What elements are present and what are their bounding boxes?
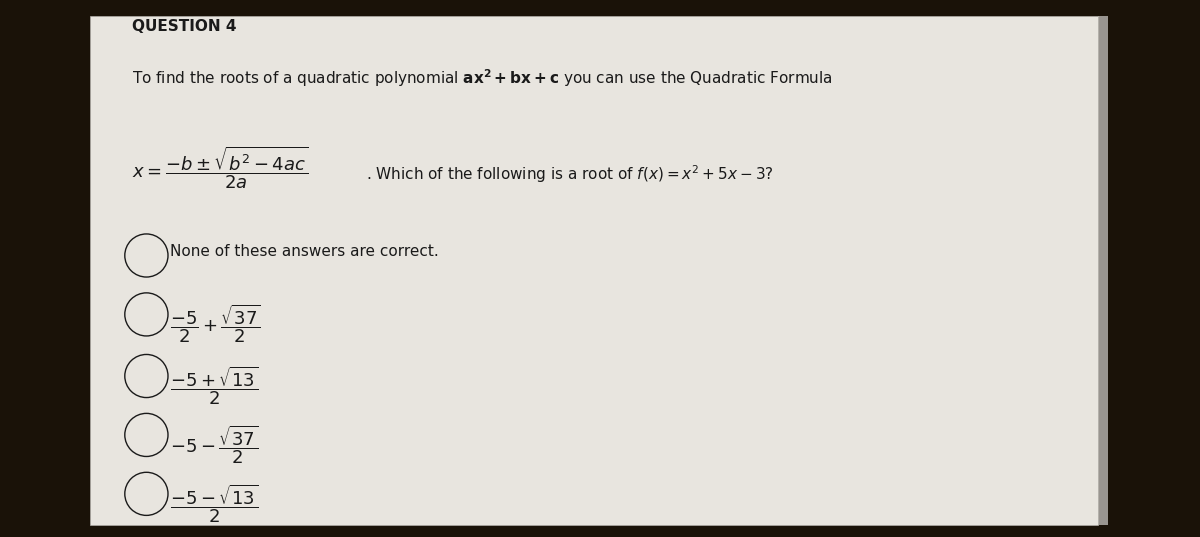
FancyBboxPatch shape [90,16,1098,525]
Text: To find the roots of a quadratic polynomial $\mathbf{ax^2 + bx + c}$ you can use: To find the roots of a quadratic polynom… [132,67,833,89]
Text: $\dfrac{-5 + \sqrt{13}}{2}$: $\dfrac{-5 + \sqrt{13}}{2}$ [170,364,259,407]
Text: None of these answers are correct.: None of these answers are correct. [170,244,439,259]
Text: $-5 - \dfrac{\sqrt{37}}{2}$: $-5 - \dfrac{\sqrt{37}}{2}$ [170,423,259,466]
Text: . Which of the following is a root of $f(x) = x^2 + 5x - 3$?: . Which of the following is a root of $f… [366,163,774,185]
Text: $\dfrac{-5 - \sqrt{13}}{2}$: $\dfrac{-5 - \sqrt{13}}{2}$ [170,482,259,525]
Bar [1098,16,1108,525]
Text: QUESTION 4: QUESTION 4 [132,19,236,34]
Text: $\dfrac{-5}{2} + \dfrac{\sqrt{37}}{2}$: $\dfrac{-5}{2} + \dfrac{\sqrt{37}}{2}$ [170,303,262,345]
Text: $x = \dfrac{-b \pm \sqrt{b^2 - 4ac}}{2a}$: $x = \dfrac{-b \pm \sqrt{b^2 - 4ac}}{2a}… [132,144,308,191]
